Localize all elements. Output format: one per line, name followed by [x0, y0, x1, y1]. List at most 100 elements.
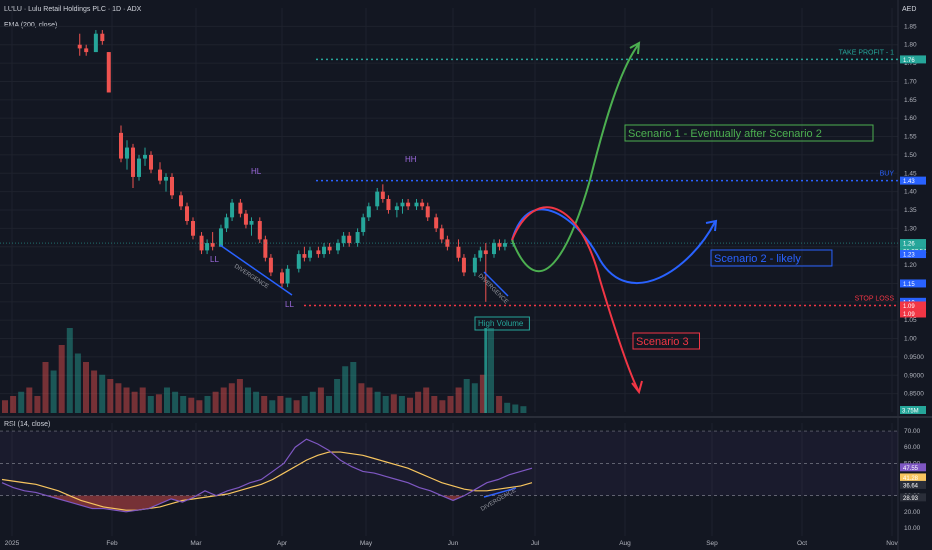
rsi-tag: [900, 463, 926, 472]
volume-bar: [131, 391, 138, 413]
volume-bar: [366, 387, 373, 413]
scenario2-arrowhead: [705, 219, 718, 232]
volume-bar: [277, 396, 284, 413]
volume-bar: [228, 383, 235, 413]
price-tag: [900, 309, 926, 318]
candle-body: [285, 268, 290, 284]
rsi-tag: [900, 480, 926, 489]
candle-body: [355, 232, 360, 244]
volume-tag: [900, 406, 926, 414]
volume-bar: [188, 397, 195, 413]
candle-body: [280, 272, 284, 284]
volume-bar: [382, 396, 389, 413]
candle-body: [461, 257, 466, 273]
volume-bar: [172, 391, 179, 413]
price-tick-label: 1.85: [904, 23, 917, 30]
candle-body: [249, 221, 254, 225]
candle-body: [439, 228, 444, 240]
rsi-tick-label: 20.00: [904, 509, 921, 516]
x-tick-label: Aug: [619, 540, 631, 547]
candle-body: [400, 202, 405, 207]
candle-body: [106, 52, 111, 93]
candle-body: [170, 176, 174, 196]
candle-body: [77, 44, 82, 49]
candle-body: [456, 246, 461, 258]
volume-bar: [326, 396, 332, 413]
price-tag: [900, 176, 926, 185]
ema-header[interactable]: EMA (200, close): [4, 22, 58, 29]
volume-bar: [350, 362, 357, 413]
ll-label-1: LL: [210, 255, 219, 264]
volume-bar: [147, 396, 154, 413]
candle-body: [191, 221, 195, 236]
price-tag: [900, 279, 926, 288]
volume-bar: [407, 397, 413, 413]
x-tick-label: Sep: [706, 540, 718, 547]
hh-label: HH: [405, 155, 417, 164]
candle-body: [125, 147, 129, 159]
volume-bar: [18, 391, 25, 413]
volume-bar: [83, 362, 89, 413]
price-tick-label: 1.80: [904, 42, 917, 49]
price-tag-label: 1.23: [903, 253, 915, 259]
price-tick-label: 1.65: [904, 97, 917, 104]
volume-bar: [301, 396, 308, 413]
rsi-oversold-fill: [2, 495, 532, 512]
volume-bar: [42, 362, 49, 413]
candle-body: [268, 257, 273, 273]
scenario2-path: [511, 208, 716, 284]
x-tick-label: 2025: [5, 540, 20, 547]
price-tick-label: 1.00: [904, 336, 917, 343]
rsi-ma-line: [1, 451, 533, 511]
price-tick-label: 1.35: [904, 207, 917, 214]
scenario1-label-frame: [624, 124, 874, 142]
candle-body: [366, 206, 371, 218]
price-tick-label: 1.30: [904, 225, 917, 232]
currency-button[interactable]: AED: [902, 6, 917, 13]
volume-bar: [293, 400, 300, 413]
candle-body: [119, 132, 123, 159]
price-tag: [900, 250, 926, 259]
candle-body: [420, 202, 425, 207]
candle-body: [502, 243, 507, 247]
x-tick-label: Feb: [106, 540, 118, 547]
candle-body: [394, 206, 399, 210]
volume-bar: [50, 370, 57, 413]
x-tick-label: Nov: [886, 540, 898, 547]
rsi-header[interactable]: RSI (14, close): [4, 421, 51, 428]
candle-body: [375, 191, 380, 207]
rsi-tag-label: 47.55: [903, 466, 919, 472]
candle-body: [218, 228, 223, 247]
x-tick-label: Oct: [797, 540, 807, 547]
rsi-tag-label: 28.93: [903, 496, 919, 502]
volume-bar: [512, 404, 519, 413]
candle-body: [434, 217, 439, 229]
volume-bar: [123, 387, 130, 413]
price-tick-label: 1.60: [904, 115, 917, 122]
divergence-line-2: [483, 271, 509, 297]
rsi-tick-label: 70.00: [904, 428, 921, 435]
price-tag-label: 1.76: [903, 58, 915, 64]
price-tag: [900, 301, 926, 310]
scenario1-label: Scenario 1 - Eventually after Scenario 2: [628, 128, 822, 140]
candle-body: [347, 235, 352, 244]
candle-body: [341, 235, 346, 244]
price-tick-label: 1.55: [904, 134, 917, 141]
volume-bar: [496, 396, 503, 413]
candle-body: [361, 217, 366, 233]
candle-body: [238, 202, 243, 214]
x-tick-label: Jul: [531, 540, 540, 547]
candle-body: [137, 158, 141, 177]
candle-body: [336, 243, 340, 251]
price-tick-label: 1.20: [904, 262, 917, 269]
scenario1-arrowhead: [629, 41, 641, 55]
candle-body: [316, 250, 321, 255]
x-tick-label: Jun: [448, 540, 459, 547]
price-tick-label: 0.9500: [904, 354, 924, 361]
price-tag-label: 1.43: [903, 179, 915, 185]
scenario3-label-frame: [632, 332, 700, 350]
symbol-header[interactable]: LULU · Lulu Retail Holdings PLC · 1D · A…: [4, 6, 142, 13]
candle-body: [257, 221, 262, 240]
